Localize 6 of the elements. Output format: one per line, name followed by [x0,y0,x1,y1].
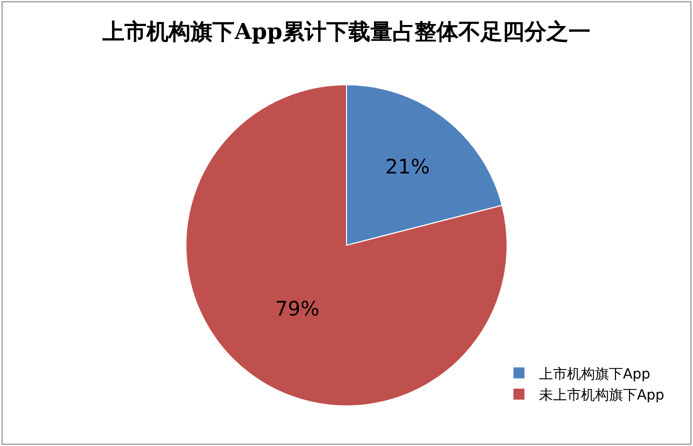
legend-label: 未上市机构旗下App [538,388,664,404]
legend-label: 上市机构旗下App [538,366,650,382]
data-label: 21% [385,154,430,179]
chart-title: 上市机构旗下App累计下载量占整体不足四分之一 [102,18,590,45]
pie-slice [186,84,508,406]
data-label: 79% [275,296,320,321]
